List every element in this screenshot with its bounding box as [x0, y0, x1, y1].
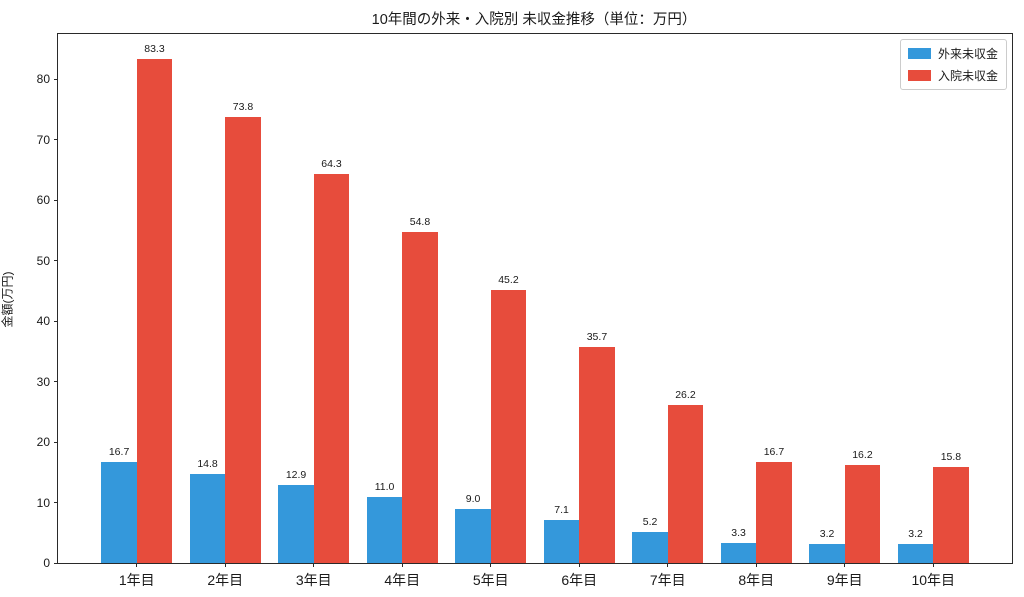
- y-tick-mark: [54, 78, 58, 80]
- bar-外来未収金-2年目: [189, 473, 226, 563]
- x-tick-label: 6年目: [561, 572, 598, 588]
- bar-value-label: 83.3: [144, 43, 165, 56]
- bar-value-label: 54.8: [409, 215, 431, 228]
- bar-入院未収金-9年目: [844, 465, 881, 563]
- x-tick-label: 5年目: [472, 572, 509, 588]
- chart-title: 10年間の外来・入院別 未収金推移（単位：万円）: [371, 12, 697, 28]
- x-tick-mark: [667, 563, 669, 567]
- bar-入院未収金-4年目: [402, 231, 438, 563]
- x-tick-label: 2年目: [207, 572, 244, 588]
- y-tick-mark: [54, 381, 58, 383]
- bar-value-label: 9.0: [465, 492, 481, 505]
- legend-label: 入院未収金: [937, 69, 998, 83]
- x-tick-label: 8年目: [738, 572, 775, 588]
- bar-value-label: 16.2: [852, 449, 873, 462]
- bar-入院未収金-7年目: [667, 404, 704, 563]
- bar-外来未収金-8年目: [720, 543, 757, 563]
- x-tick-mark: [578, 563, 580, 567]
- x-tick-mark: [755, 563, 757, 567]
- x-tick-mark: [224, 563, 226, 567]
- bar-入院未収金-6年目: [579, 347, 615, 563]
- bar-外来未収金-7年目: [632, 531, 668, 563]
- bar-value-label: 7.1: [554, 504, 569, 517]
- bar-value-label: 3.3: [731, 527, 746, 540]
- legend-item-入院未収金: 入院未収金: [907, 67, 998, 84]
- bar-外来未収金-1年目: [101, 462, 137, 563]
- bar-入院未収金-5年目: [490, 289, 527, 563]
- bar-外来未収金-6年目: [543, 520, 580, 563]
- y-tick-mark: [54, 502, 58, 504]
- x-tick-label: 10年目: [911, 572, 956, 588]
- y-tick-label: 70: [36, 132, 50, 147]
- y-tick-label: 40: [36, 314, 50, 329]
- bar-value-label: 3.2: [908, 527, 923, 540]
- bar-入院未収金-10年目: [933, 467, 969, 563]
- y-tick-label: 30: [36, 374, 50, 389]
- bar-外来未収金-3年目: [278, 485, 314, 563]
- x-tick-label: 9年目: [826, 572, 863, 588]
- bar-入院未収金-2年目: [225, 116, 261, 563]
- bar-value-label: 26.2: [675, 388, 696, 401]
- bar-外来未収金-5年目: [455, 508, 491, 563]
- x-tick-mark: [136, 563, 138, 567]
- legend-item-外来未収金: 外来未収金: [907, 45, 998, 62]
- bar-外来未収金-9年目: [809, 543, 845, 563]
- y-tick-label: 0: [43, 556, 50, 570]
- bar-value-label: 11.0: [374, 480, 395, 493]
- y-tick-label: 20: [36, 435, 50, 450]
- x-tick-mark: [490, 563, 492, 567]
- bar-入院未収金-1年目: [136, 59, 173, 563]
- bar-value-label: 16.7: [108, 446, 130, 459]
- y-axis-label: 金額(万円): [0, 271, 15, 328]
- legend-swatch: [907, 70, 931, 81]
- x-tick-label: 3年目: [295, 572, 332, 588]
- y-tick-mark: [54, 562, 58, 564]
- y-tick-label: 50: [36, 253, 50, 268]
- bar-外来未収金-4年目: [366, 496, 403, 563]
- bar-value-label: 14.8: [197, 457, 218, 470]
- y-tick-mark: [54, 139, 58, 141]
- x-tick-mark: [844, 563, 846, 567]
- x-tick-mark: [932, 563, 934, 567]
- bar-value-label: 73.8: [232, 100, 254, 113]
- y-tick-mark: [54, 441, 58, 443]
- y-tick-mark: [54, 320, 58, 322]
- x-tick-label: 7年目: [649, 572, 686, 588]
- bar-value-label: 35.7: [586, 331, 608, 344]
- x-tick-mark: [401, 563, 403, 567]
- y-tick-label: 10: [36, 495, 50, 510]
- bar-入院未収金-8年目: [756, 462, 792, 563]
- bar-value-label: 45.2: [498, 273, 519, 286]
- legend-swatch: [907, 48, 931, 59]
- bar-value-label: 5.2: [642, 515, 658, 528]
- bar-value-label: 64.3: [321, 158, 342, 171]
- bar-value-label: 16.7: [763, 446, 785, 459]
- legend: 外来未収金入院未収金: [899, 39, 1007, 90]
- x-tick-label: 4年目: [384, 572, 421, 588]
- legend-label: 外来未収金: [937, 47, 998, 61]
- bar-value-label: 12.9: [285, 469, 307, 482]
- y-tick-label: 60: [36, 193, 50, 208]
- plot-area: 外来未収金入院未収金 0 10 20 30 40 50 60 70 80 1年目 16.7 83.3 2…: [37, 33, 1013, 588]
- y-tick-label: 80: [36, 72, 50, 87]
- bar-value-label: 3.2: [819, 527, 835, 540]
- bar-外来未収金-10年目: [897, 543, 934, 563]
- y-tick-mark: [54, 260, 58, 262]
- bar-入院未収金-3年目: [313, 174, 350, 563]
- x-tick-label: 1年目: [118, 572, 155, 588]
- bar-value-label: 15.8: [940, 451, 962, 464]
- y-tick-mark: [54, 199, 58, 201]
- x-tick-mark: [313, 563, 315, 567]
